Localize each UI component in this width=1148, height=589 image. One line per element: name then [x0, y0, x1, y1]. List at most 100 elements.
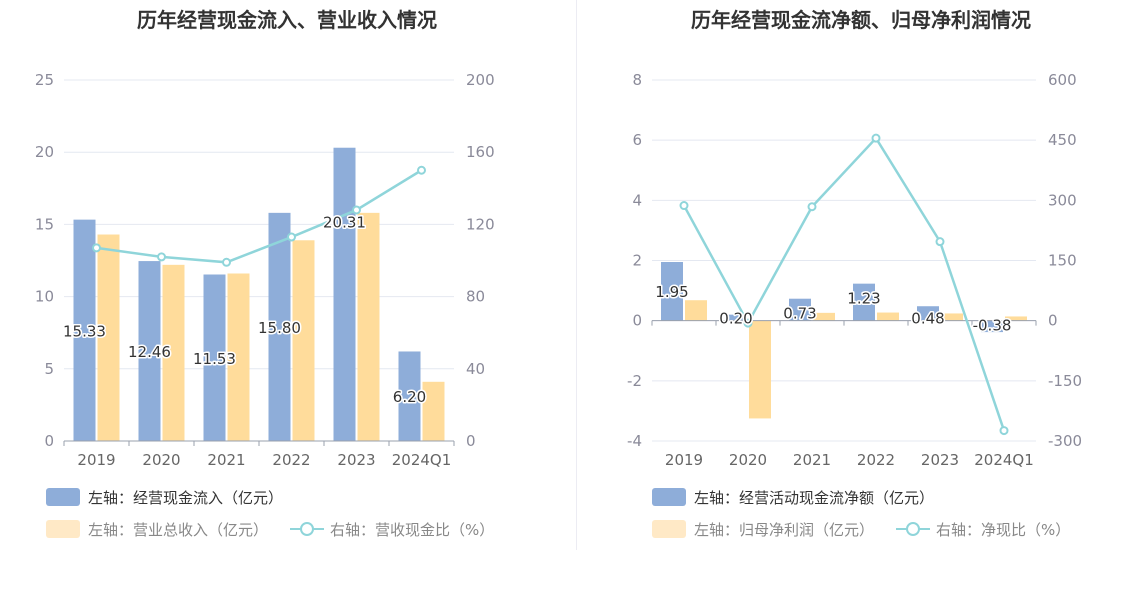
y-tick-left: 2 [632, 252, 642, 270]
legend-label: 左轴：营业总收入（亿元） [88, 520, 269, 539]
bar-series1 [981, 320, 1003, 333]
line-point [935, 237, 945, 247]
data-label: 0.73 [783, 305, 816, 323]
bar-series1 [398, 351, 421, 441]
legend-swatch-line [896, 520, 931, 538]
line-series [96, 169, 423, 264]
legend-item-net-profit[interactable]: 左轴：归母净利润（亿元） [652, 519, 874, 540]
bar-series1 [138, 261, 161, 441]
chart-canvas: 0 5 10 15 20 25 0 40 80 120 160 200 2019 2020 2021 2022… [35, 71, 495, 469]
chart-title: 历年经营现金流净额、归母净利润情况 [691, 8, 1031, 32]
line-point [679, 201, 689, 211]
legend-row-1: 左轴：经营现金流入（亿元） [46, 486, 305, 508]
legend-label: 左轴：经营现金流入（亿元） [88, 488, 284, 507]
y-tick-left: 15 [35, 215, 54, 233]
bar-series1 [661, 262, 683, 321]
line-point [352, 205, 361, 215]
y-tick-left: 0 [44, 432, 54, 450]
chart-panel-net-cash: 历年经营现金流净额、归母净利润情况 -4 -2 0 2 4 6 8 -300 -150 0 150 3… [574, 0, 1148, 589]
legend-swatch-bar2 [652, 520, 686, 538]
data-label: -0.38 [973, 317, 1012, 335]
chart-canvas: -4 -2 0 2 4 6 8 -300 -150 0 150 300 450 600 2019 2020 20… [627, 71, 1082, 469]
legend-row-2: 左轴：归母净利润（亿元） 右轴：净现比（%） [652, 518, 1092, 540]
bar-series1 [333, 147, 356, 441]
data-label: 0.48 [911, 310, 944, 328]
legend-item-net-cash-ratio[interactable]: 右轴：净现比（%） [896, 519, 1070, 540]
data-label: 20.31 [323, 214, 366, 232]
x-tick-label: 2022 [857, 451, 895, 469]
line-series [682, 136, 1006, 431]
data-label: 15.80 [258, 319, 301, 337]
x-tick-label: 2021 [793, 451, 831, 469]
y-tick-left: -2 [627, 372, 642, 390]
legend-swatch-bar1 [652, 488, 686, 506]
legend-item-cash-ratio[interactable]: 右轴：营收现金比（%） [290, 519, 494, 540]
data-label: 1.23 [847, 290, 880, 308]
bar-series1 [725, 314, 747, 321]
y-tick-left: 0 [632, 312, 642, 330]
y-tick-right: 600 [1048, 71, 1077, 89]
bar-series1 [853, 283, 875, 321]
y-tick-right: -300 [1048, 432, 1082, 450]
data-label: 15.33 [63, 322, 106, 340]
line-point [871, 133, 881, 143]
y-tick-right: 40 [466, 360, 485, 378]
x-tick-label: 2021 [207, 451, 245, 469]
bar-series2 [227, 273, 250, 441]
line-point [807, 202, 817, 212]
bar-series2 [941, 313, 963, 321]
bar-series2 [162, 264, 185, 441]
y-tick-right: 200 [466, 71, 495, 89]
chart-panel-cash-inflow: 历年经营现金流入、营业收入情况 0 5 10 15 20 25 0 40 80 120 160 200… [35, 8, 516, 540]
legend-item-net-cash[interactable]: 左轴：经营活动现金流净额（亿元） [652, 487, 934, 508]
y-tick-right: 450 [1048, 131, 1077, 149]
x-tick-label: 2020 [142, 451, 180, 469]
legend-swatch-line [290, 520, 325, 538]
y-tick-left: 20 [35, 143, 54, 161]
data-label: 11.53 [193, 350, 236, 368]
y-tick-right: 80 [466, 288, 485, 306]
legend-row-2: 左轴：营业总收入（亿元） 右轴：营收现金比（%） [46, 518, 516, 540]
y-tick-left: 10 [35, 288, 54, 306]
y-tick-left: 25 [35, 71, 54, 89]
x-tick-label: 2024Q1 [392, 451, 452, 469]
y-tick-right: 160 [466, 143, 495, 161]
y-tick-right: 0 [1048, 312, 1058, 330]
legend-item-revenue[interactable]: 左轴：营业总收入（亿元） [46, 519, 268, 540]
legend-item-cash-inflow[interactable]: 左轴：经营现金流入（亿元） [46, 487, 283, 508]
legend-label: 左轴：经营活动现金流净额（亿元） [694, 488, 935, 507]
x-tick-label: 2024Q1 [974, 451, 1034, 469]
legend-label: 左轴：归母净利润（亿元） [694, 520, 875, 539]
legend-row-1: 左轴：经营活动现金流净额（亿元） [652, 486, 956, 508]
y-tick-right: 150 [1048, 252, 1077, 270]
data-label: 1.95 [655, 283, 688, 301]
y-tick-left: 5 [44, 360, 54, 378]
x-tick-label: 2019 [77, 451, 115, 469]
bar-series2 [1005, 316, 1027, 321]
bar-series2 [877, 312, 899, 321]
x-tick-label: 2019 [665, 451, 703, 469]
y-tick-left: 6 [632, 131, 642, 149]
chart-title: 历年经营现金流入、营业收入情况 [137, 8, 437, 32]
y-tick-left: 4 [632, 191, 642, 209]
line-point [157, 252, 166, 262]
y-tick-left: 8 [632, 71, 642, 89]
legend-label: 右轴：净现比（%） [936, 520, 1071, 539]
line-point [222, 257, 231, 267]
y-tick-right: -150 [1048, 372, 1082, 390]
x-tick-label: 2023 [921, 451, 959, 469]
line-point [417, 165, 426, 175]
legend-swatch-bar1 [46, 488, 80, 506]
legend-swatch-bar2 [46, 520, 80, 538]
legend-label: 右轴：营收现金比（%） [330, 520, 495, 539]
bar-series2 [357, 212, 380, 441]
y-tick-left: -4 [627, 432, 642, 450]
bar-series1 [203, 274, 226, 441]
data-label: 6.20 [393, 388, 426, 406]
bar-series1 [917, 306, 939, 321]
line-point [287, 232, 296, 242]
y-tick-right: 0 [466, 432, 476, 450]
bar-series2 [749, 320, 771, 419]
data-label: 0.20 [719, 310, 752, 328]
line-point [999, 426, 1009, 436]
